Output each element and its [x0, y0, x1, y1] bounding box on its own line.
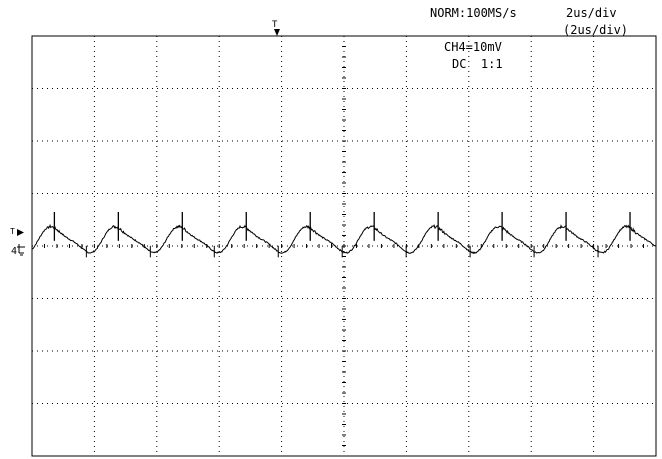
trigger-level-marker: T	[10, 227, 24, 236]
channel-scale: CH4=10mV	[444, 40, 502, 54]
channel-number: 4	[11, 246, 17, 257]
timebase-readout: 2us/div	[566, 6, 617, 20]
timebase-sub-readout: (2us/div)	[563, 23, 629, 37]
channel-ground-marker: 4	[11, 244, 25, 257]
center-axis-ticks	[43, 46, 645, 446]
waveform-spikes	[53, 211, 631, 258]
sample-mode-rate: NORM:100MS/s	[430, 6, 517, 20]
svg-text:T: T	[10, 227, 15, 236]
trigger-position-marker: T	[272, 20, 280, 36]
svg-text:T: T	[272, 20, 278, 30]
channel-coupling: DC 1:1	[452, 57, 503, 71]
waveform-trace	[31, 223, 657, 255]
